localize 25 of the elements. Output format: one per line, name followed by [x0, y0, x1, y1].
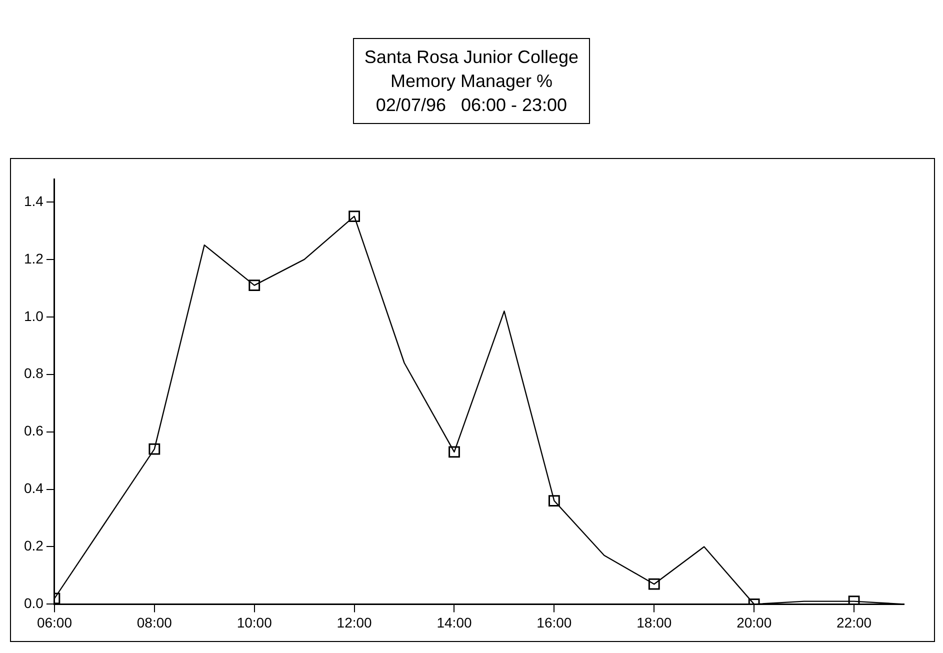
y-tick-label: 0.2 — [24, 538, 44, 554]
x-tick-label: 06:00 — [36, 614, 72, 630]
x-tick-label: 14:00 — [436, 614, 472, 630]
x-tick-label: 10:00 — [236, 614, 272, 630]
point — [448, 446, 460, 458]
point — [548, 495, 560, 506]
x-tick-label: 12:00 — [336, 614, 372, 630]
x-tick-label: 08:00 — [136, 614, 172, 630]
x-tick-label: 22:00 — [836, 614, 872, 630]
point — [648, 578, 660, 590]
x-tick-label: 18:00 — [636, 614, 672, 630]
x-tick-label: 16:00 — [536, 614, 572, 630]
point — [348, 210, 360, 222]
chart-title: Santa Rosa Junior College Memory Manager % 02/07/96 06:00 - 23:00 — [364, 46, 579, 117]
y-tick-label: 1.2 — [24, 250, 44, 266]
point — [248, 280, 260, 291]
point — [148, 443, 160, 455]
y-tick-label: 0.6 — [24, 422, 44, 439]
y-tick-label: 0.8 — [24, 365, 44, 382]
x-tick-label: 20:00 — [736, 614, 772, 630]
y-tick-label: 0.4 — [24, 480, 44, 496]
y-tick-label: 1.4 — [24, 192, 44, 209]
y-tick-label: 1.0 — [24, 308, 44, 324]
point — [848, 596, 860, 604]
y-tick-label: 0.0 — [24, 595, 44, 612]
